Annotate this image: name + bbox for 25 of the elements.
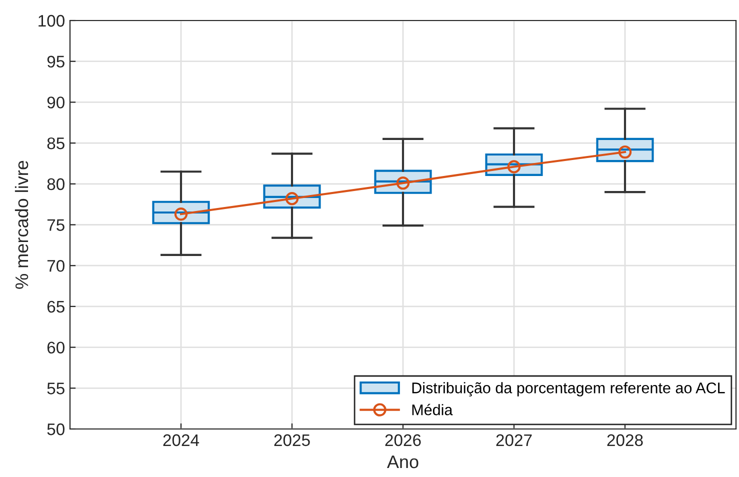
y-tick-label: 80	[47, 178, 64, 190]
y-tick-label: 95	[47, 56, 64, 68]
y-tick-label: 65	[47, 300, 64, 313]
x-tick-label: 2027	[496, 434, 532, 446]
y-tick-label: 75	[47, 219, 64, 231]
x-tick-label: 2026	[385, 434, 421, 446]
legend-label: Média	[412, 404, 453, 416]
y-tick-label: 70	[47, 260, 64, 272]
y-tick-label: 55	[47, 382, 64, 394]
y-tick-label: 90	[47, 96, 64, 108]
y-tick-label: 85	[47, 137, 64, 150]
point	[396, 176, 410, 190]
y-axis-title: % mercado livre	[14, 160, 28, 289]
point	[618, 145, 632, 159]
x-tick-label: 2025	[274, 434, 310, 446]
point	[174, 208, 188, 221]
y-tick-label: 50	[47, 423, 64, 436]
x-tick-label: 2024	[163, 434, 200, 446]
y-tick-label: 60	[47, 342, 64, 354]
x-axis-title: Ano	[386, 456, 418, 468]
y-tick-label: 100	[38, 14, 64, 27]
point	[285, 192, 299, 206]
legend-label: Distribuição da porcentagem referente ao ACL	[412, 382, 725, 396]
point	[507, 160, 521, 174]
x-tick-label: 2028	[607, 434, 643, 446]
